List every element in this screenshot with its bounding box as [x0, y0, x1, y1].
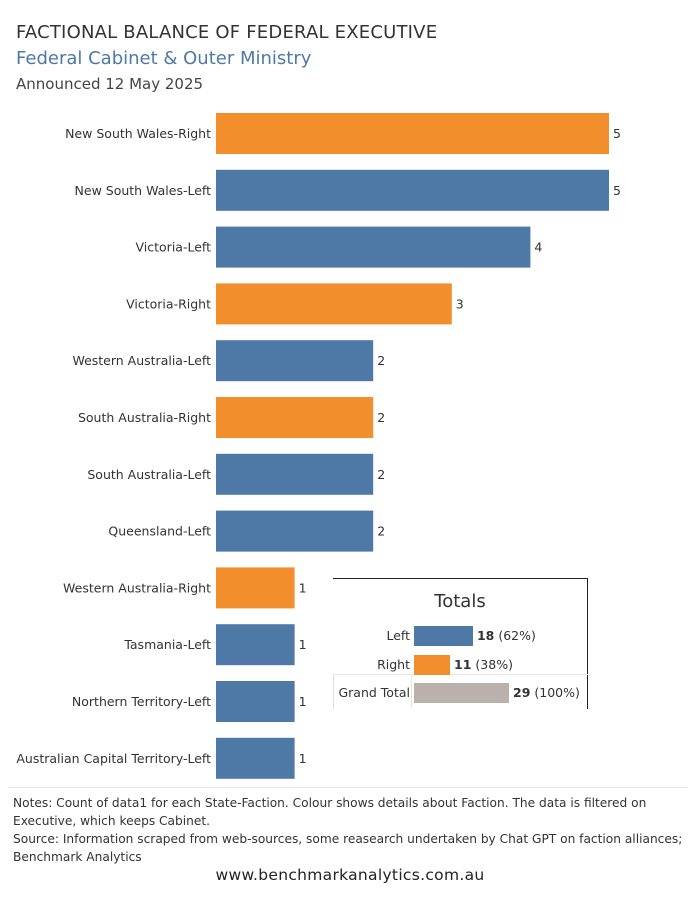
category-label: South Australia-Right	[78, 410, 211, 425]
totals-row-label: Right	[377, 657, 410, 672]
totals-row-label: Left	[386, 628, 410, 643]
website-link[interactable]: www.benchmarkanalytics.com.au	[215, 866, 485, 884]
value-label: 3	[456, 296, 464, 311]
totals-row-label: Grand Total	[338, 685, 410, 700]
bar-victoria-left	[216, 226, 531, 268]
totals-bar	[414, 655, 451, 675]
source-line: Benchmark Analytics	[13, 850, 142, 864]
totals-title: Totals	[434, 591, 486, 612]
faction-bar-chart: New South Wales-Right 5 New South Wales-Le…	[16, 113, 621, 779]
category-label: Tasmania-Left	[123, 637, 211, 652]
category-label: New South Wales-Left	[75, 183, 212, 198]
category-label: Australian Capital Territory-Left	[16, 751, 211, 766]
value-label: 5	[613, 126, 621, 141]
notes-divider	[8, 787, 688, 788]
bar-queensland-left	[216, 510, 374, 552]
notes: Notes: Count of data1 for each State-Fac…	[13, 794, 693, 866]
category-label: Northern Territory-Left	[72, 694, 211, 709]
value-label: 1	[299, 637, 307, 652]
bar-western-australia-right	[216, 567, 295, 609]
value-label: 4	[534, 240, 542, 255]
notes-line: Notes: Count of data1 for each State-Fac…	[13, 796, 647, 810]
chart-title: FACTIONAL BALANCE OF FEDERAL EXECUTIVE	[16, 22, 438, 43]
totals-bar	[414, 683, 509, 703]
totals-value: 18 (62%)	[476, 628, 536, 643]
bar-western-australia-left	[216, 340, 374, 382]
totals-value: 29 (100%)	[513, 685, 580, 700]
totals-row-left: Left 18 (62%)	[333, 624, 587, 648]
totals-bar	[414, 626, 473, 646]
totals-panel: Totals Left 18 (62%) Right 11 (38%) Grand To…	[333, 578, 588, 709]
category-label: New South Wales-Right	[65, 126, 211, 141]
bar-south-australia-left	[216, 453, 374, 495]
category-label: Western Australia-Right	[63, 580, 211, 595]
category-label: Victoria-Left	[136, 240, 212, 255]
notes-line: Executive, which keeps Cabinet.	[13, 814, 211, 828]
totals-row-total: Grand Total 29 (100%)	[333, 681, 587, 705]
category-label: Queensland-Left	[108, 524, 211, 539]
bar-northern-territory-left	[216, 681, 295, 722]
value-label: 1	[299, 751, 307, 766]
category-label: Victoria-Right	[126, 296, 211, 311]
value-label: 1	[299, 694, 307, 709]
source-line: Source: Information scraped from web-sou…	[13, 832, 683, 846]
category-label: South Australia-Left	[87, 467, 211, 482]
bar-south-australia-right	[216, 397, 374, 438]
value-label: 1	[299, 580, 307, 595]
value-label: 2	[377, 353, 385, 368]
value-label: 5	[613, 183, 621, 198]
announcement-date: Announced 12 May 2025	[16, 75, 204, 93]
totals-value: 11 (38%)	[454, 657, 513, 672]
category-label: Western Australia-Left	[72, 353, 211, 368]
grand-total-divider	[411, 674, 412, 708]
bar-australian-capital-territory-left	[216, 737, 295, 779]
bar-victoria-right	[216, 283, 452, 325]
totals-row-right: Right 11 (38%)	[333, 653, 587, 677]
value-label: 2	[377, 467, 385, 482]
bar-tasmania-left	[216, 624, 295, 666]
value-label: 2	[377, 410, 385, 425]
value-label: 2	[377, 524, 385, 539]
bar-new-south-wales-right	[216, 113, 609, 154]
bar-new-south-wales-left	[216, 169, 609, 211]
grand-total-separator	[333, 674, 588, 709]
chart-subtitle: Federal Cabinet & Outer Ministry	[16, 48, 312, 69]
